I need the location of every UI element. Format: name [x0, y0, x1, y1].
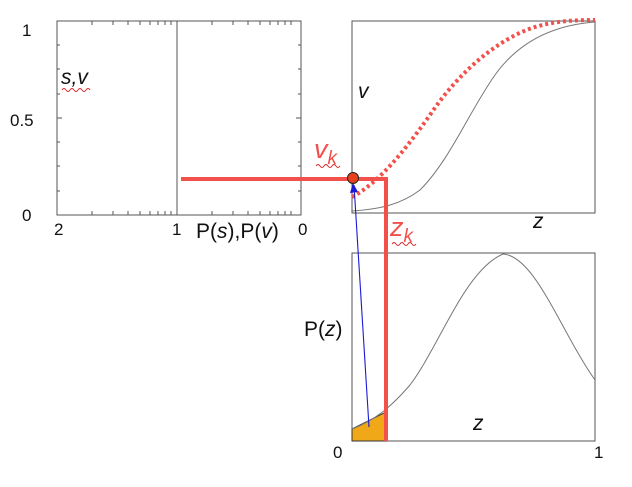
left-y-tick-1: 1: [22, 21, 31, 40]
v-k-label: vk: [314, 134, 339, 169]
left-y-tick-0: 0: [22, 206, 31, 225]
left-x-tick-1: 1: [172, 220, 181, 239]
bottom-right-panel-frame: [351, 252, 596, 442]
left-panel-y-ticks: [57, 20, 301, 192]
left-x-tick-2: 2: [54, 220, 63, 239]
left-y-axis-label: s,v: [61, 66, 89, 89]
v-of-z-curve: [351, 21, 596, 212]
spellcheck-squiggle: [61, 88, 91, 92]
spellcheck-squiggle: [391, 242, 417, 246]
top-right-panel-frame: [351, 20, 596, 214]
left-panel-x-ticks: [91, 21, 292, 215]
p-of-z-curve: [351, 253, 596, 430]
top-right-x-axis-label: z: [532, 210, 544, 233]
sample-point-marker: [347, 172, 359, 184]
sample-arrow-head: [350, 183, 358, 193]
left-panel-frame: [56, 20, 302, 216]
z-k-label: zk: [389, 212, 415, 247]
left-x-axis-label: P(s),P(v): [196, 220, 279, 243]
bottom-right-x-axis-label: z: [472, 412, 484, 435]
bottom-x-tick-1: 1: [594, 443, 603, 462]
v-of-z-dotted-curve: [351, 18, 596, 199]
bottom-right-y-axis-label: P(z): [304, 318, 343, 341]
top-right-y-axis-label: v: [358, 80, 370, 103]
sample-arrow-shaft: [353, 184, 370, 428]
spellcheck-squiggle: [315, 164, 341, 168]
left-x-tick-0: 0: [298, 220, 307, 239]
bottom-x-tick-0: 0: [333, 443, 342, 462]
left-y-tick-0-5: 0.5: [10, 111, 34, 130]
sample-mapping-path: [181, 177, 388, 441]
